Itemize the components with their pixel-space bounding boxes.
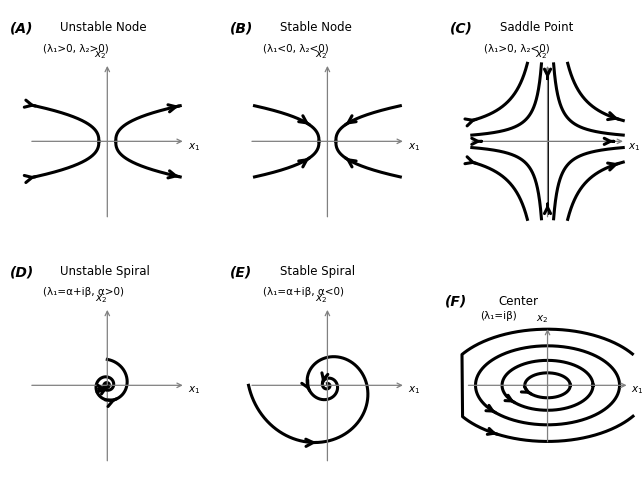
Text: $x_1$: $x_1$ bbox=[631, 383, 642, 395]
Text: $x_2$: $x_2$ bbox=[95, 293, 107, 305]
Text: $x_2$: $x_2$ bbox=[315, 49, 327, 61]
Text: (B): (B) bbox=[230, 21, 253, 35]
Text: $x_1$: $x_1$ bbox=[188, 141, 200, 152]
Text: (λ₁=α+iβ, α>0): (λ₁=α+iβ, α>0) bbox=[44, 287, 125, 296]
Text: $x_2$: $x_2$ bbox=[315, 293, 327, 305]
Text: (λ₁=iβ): (λ₁=iβ) bbox=[481, 311, 517, 320]
Text: (A): (A) bbox=[10, 21, 33, 35]
Text: Saddle Point: Saddle Point bbox=[500, 21, 574, 34]
Text: $x_2$: $x_2$ bbox=[535, 312, 548, 324]
Text: $x_1$: $x_1$ bbox=[628, 141, 641, 152]
Text: (λ₁<0, λ₂<0): (λ₁<0, λ₂<0) bbox=[263, 43, 329, 53]
Text: $x_1$: $x_1$ bbox=[408, 141, 421, 152]
Text: (E): (E) bbox=[230, 265, 252, 279]
Text: (D): (D) bbox=[10, 265, 34, 279]
Text: $x_1$: $x_1$ bbox=[187, 384, 200, 395]
Text: (C): (C) bbox=[450, 21, 473, 35]
Text: Unstable Node: Unstable Node bbox=[60, 21, 147, 34]
Text: Stable Node: Stable Node bbox=[281, 21, 352, 34]
Text: Unstable Spiral: Unstable Spiral bbox=[60, 265, 150, 278]
Text: Stable Spiral: Stable Spiral bbox=[281, 265, 356, 278]
Text: (λ₁>0, λ₂<0): (λ₁>0, λ₂<0) bbox=[483, 43, 550, 53]
Text: $x_2$: $x_2$ bbox=[535, 49, 547, 61]
Text: $x_2$: $x_2$ bbox=[94, 49, 107, 61]
Text: $x_1$: $x_1$ bbox=[408, 384, 420, 395]
Text: (λ₁>0, λ₂>0): (λ₁>0, λ₂>0) bbox=[44, 43, 109, 53]
Text: Center: Center bbox=[498, 294, 538, 307]
Text: (λ₁=α+iβ, α<0): (λ₁=α+iβ, α<0) bbox=[263, 287, 345, 296]
Text: (F): (F) bbox=[446, 294, 467, 308]
